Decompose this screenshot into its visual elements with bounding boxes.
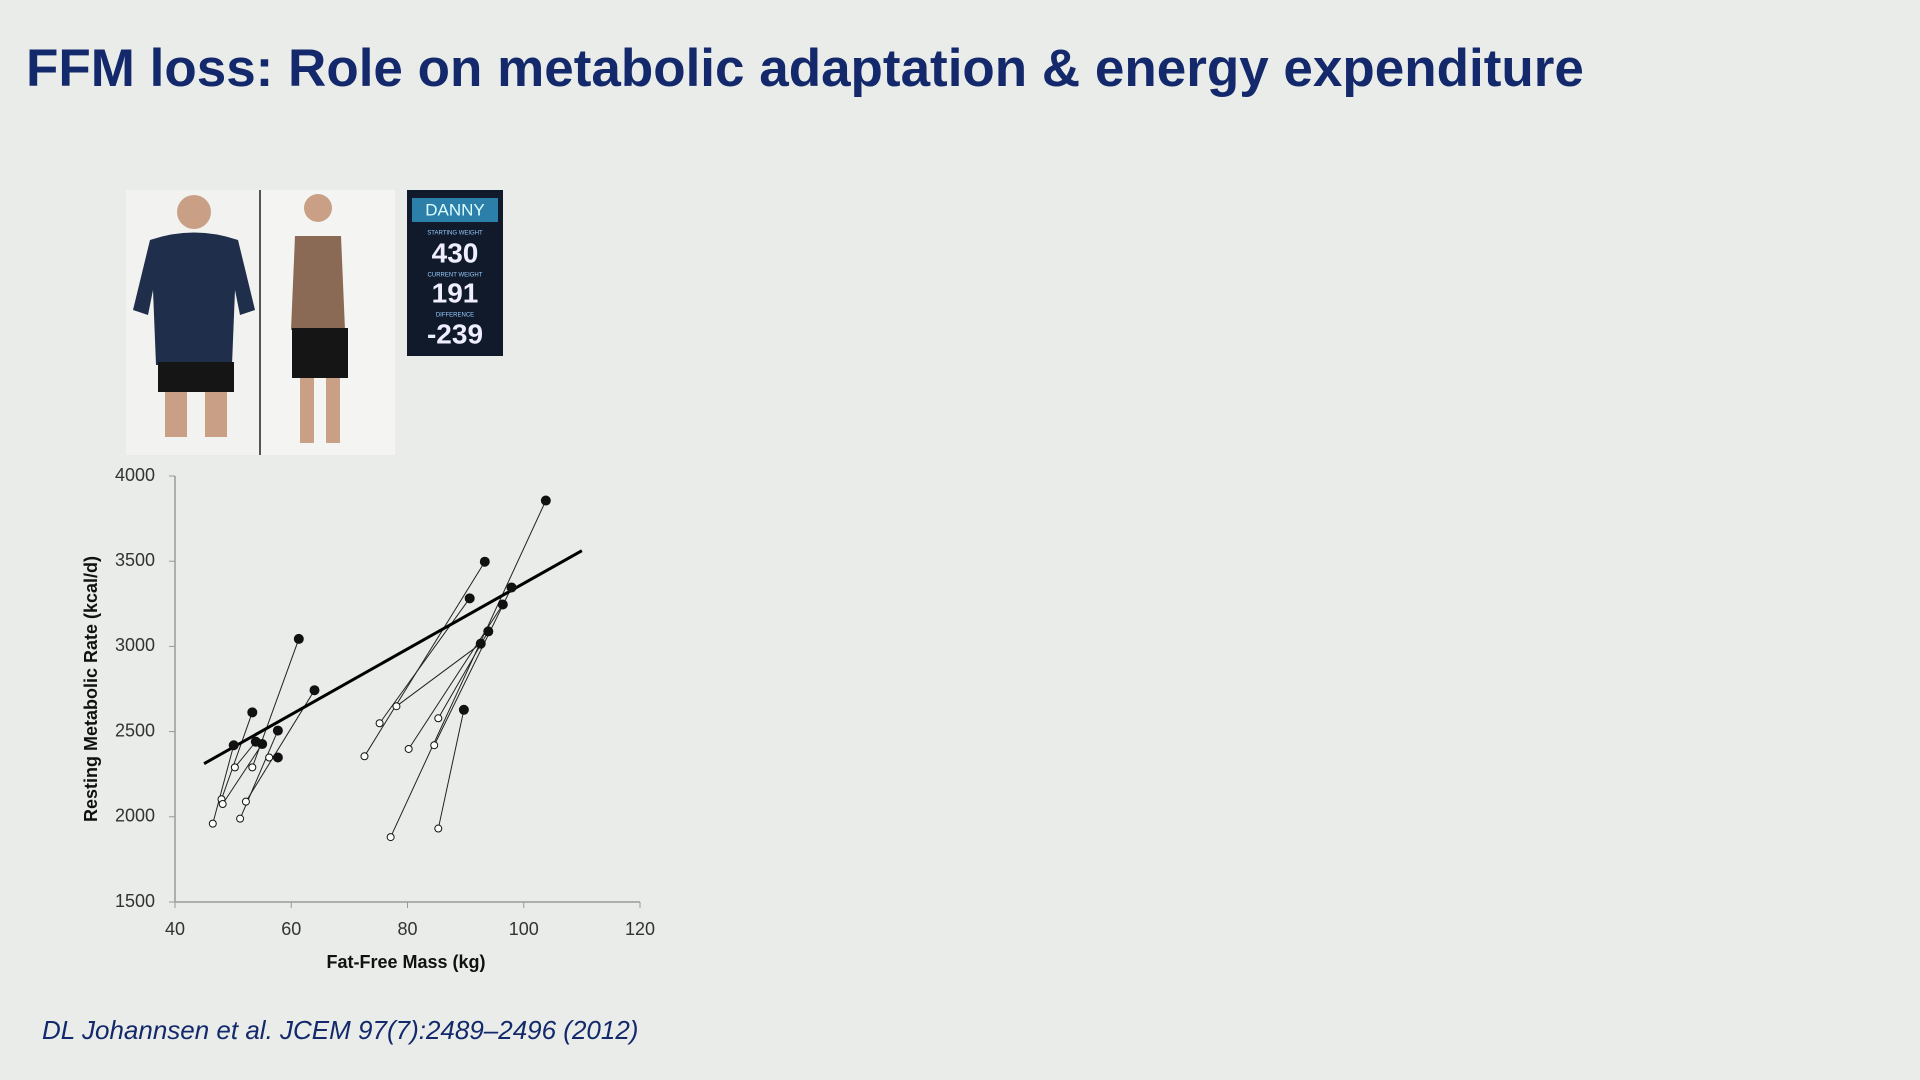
pair-line [396,643,482,707]
pair-line [379,598,471,724]
filled-point [497,599,508,610]
open-point [265,753,274,762]
filled-point [506,582,517,593]
y-axis-label: Resting Metabolic Rate (kcal/d) [81,556,101,822]
citation: DL Johannsen et al. JCEM 97(7):2489–2496… [42,1015,638,1045]
open-point [392,702,401,711]
x-tick-label: 100 [509,919,539,939]
leg [165,392,187,437]
open-point [241,797,250,806]
pair-line [364,561,486,757]
filled-point [293,633,304,644]
x-tick-label: 120 [625,919,655,939]
open-point [360,752,369,761]
pair-line [408,604,504,750]
filled-point [458,704,469,715]
filled-point [272,752,283,763]
open-point [230,763,239,772]
leg [326,378,340,443]
y-tick-label: 1500 [115,891,155,911]
y-tick-label: 4000 [115,465,155,485]
slide-title: FFM loss: Role on metabolic adaptation &… [26,39,1584,98]
start-weight: 430 [432,237,479,268]
trend-line [203,549,583,765]
pair-line [212,745,235,824]
shorts [292,328,348,378]
open-point [208,819,217,828]
filled-point [247,707,258,718]
pair-line [234,741,257,768]
shirt [291,236,345,330]
x-axis-label: Fat-Free Mass (kg) [326,952,485,972]
filled-point [540,495,551,506]
x-tick-label: 80 [397,919,417,939]
scoreboard-label: DIFFERENCE [436,313,474,319]
y-tick-label: 3000 [115,635,155,655]
head [177,195,211,229]
x-tick-label: 40 [165,919,185,939]
filled-point [309,685,320,696]
open-point [218,800,227,809]
weight-difference: -239 [427,318,483,349]
filled-point [228,740,239,751]
filled-point [483,626,494,637]
pair-line [221,712,253,800]
filled-point [272,725,283,736]
pair-line [222,743,263,805]
shirt [133,232,255,365]
open-point [430,741,439,750]
filled-point [250,736,261,747]
leg [300,378,314,443]
y-tick-label: 3500 [115,550,155,570]
filled-point [475,638,486,649]
y-tick-label: 2000 [115,806,155,826]
x-tick-label: 60 [281,919,301,939]
filled-point [479,556,490,567]
open-point [375,719,384,728]
open-point [236,814,245,823]
open-point [434,824,443,833]
open-point [386,833,395,842]
pair-line [433,587,512,746]
contestant-name: DANNY [425,200,485,219]
scoreboard-label: CURRENT WEIGHT [428,273,483,279]
scoreboard-band [412,198,498,222]
current-weight: 191 [432,277,479,308]
pair-line [251,638,300,768]
open-point [248,763,257,772]
pair-line [390,500,547,838]
shorts [158,362,234,392]
scoreboard: DANNY STARTING WEIGHT 430 CURRENT WEIGHT… [407,190,503,356]
before-after-photo: DANNY STARTING WEIGHT 430 CURRENT WEIGHT… [126,190,503,455]
y-tick-label: 2500 [115,720,155,740]
leg [205,392,227,437]
scoreboard-label: STARTING WEIGHT [427,231,483,237]
filled-point [464,593,475,604]
pair-line [437,709,465,829]
open-point [404,744,413,753]
head [304,194,332,222]
open-point [434,714,443,723]
